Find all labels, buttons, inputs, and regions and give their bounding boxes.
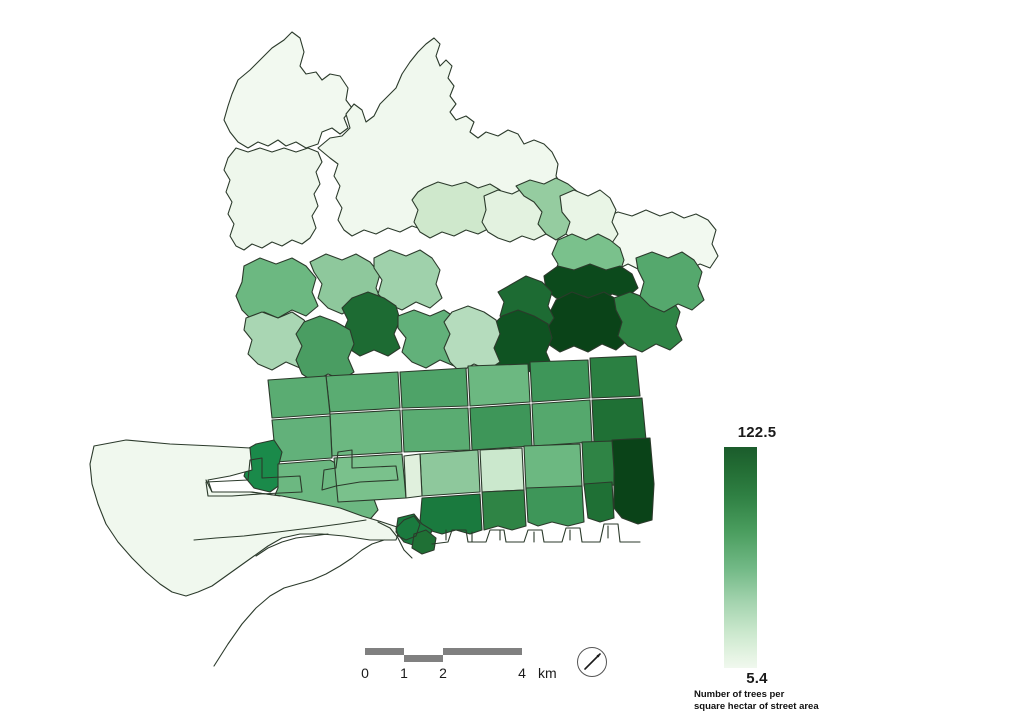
- map-region[interactable]: [529, 359, 591, 403]
- legend-caption-line-1: Number of trees per: [694, 689, 785, 700]
- scale-segment-2-4: [443, 648, 522, 655]
- scale-segment-0-1: [365, 648, 404, 655]
- breakwater-long: [213, 539, 385, 667]
- legend-color-gradient-bar[interactable]: [724, 447, 757, 668]
- map-region[interactable]: [525, 485, 585, 527]
- map-region[interactable]: [235, 257, 319, 321]
- map-region[interactable]: [531, 399, 593, 447]
- map-region[interactable]: [469, 403, 533, 451]
- legend-caption-line-2: square hectar of street area: [694, 701, 819, 712]
- map-region[interactable]: [223, 147, 323, 251]
- map-region[interactable]: [267, 375, 331, 419]
- scale-tick-label: 1: [400, 665, 408, 681]
- port-pier: [321, 449, 399, 491]
- scale-tick-label: 2: [439, 665, 447, 681]
- map-region[interactable]: [523, 443, 583, 491]
- map-region[interactable]: [401, 407, 471, 453]
- port-quay: [193, 519, 367, 541]
- map-region[interactable]: [317, 37, 565, 237]
- map-region[interactable]: [325, 371, 401, 413]
- north-arrow-icon: [577, 647, 607, 677]
- map-region[interactable]: [611, 437, 655, 525]
- map-region[interactable]: [329, 409, 403, 457]
- map-region[interactable]: [467, 363, 531, 407]
- map-region[interactable]: [479, 447, 525, 493]
- legend-caption: Number of trees per square hectar of str…: [694, 689, 874, 713]
- map-region[interactable]: [223, 31, 353, 149]
- map-region[interactable]: [419, 449, 481, 497]
- legend-min-value: 5.4: [746, 670, 768, 687]
- coastline: [205, 479, 281, 497]
- scale-segment-1-2: [404, 655, 443, 662]
- map-region[interactable]: [583, 481, 615, 523]
- map-region[interactable]: [341, 291, 401, 357]
- port-channel: [377, 521, 413, 559]
- map-region[interactable]: [403, 453, 423, 499]
- map-region[interactable]: [399, 367, 469, 409]
- map-region[interactable]: [89, 439, 401, 597]
- map-region[interactable]: [635, 251, 705, 313]
- beach-notch: [445, 525, 609, 543]
- map-region[interactable]: [373, 249, 443, 311]
- scale-tick-label: 0: [361, 665, 369, 681]
- scale-unit-label: km: [538, 665, 557, 681]
- map-region[interactable]: [559, 189, 619, 249]
- marina-outline: [395, 515, 421, 541]
- map-region[interactable]: [589, 355, 641, 399]
- scale-bar: 0 1 2 4 km: [358, 648, 557, 688]
- map-region[interactable]: [591, 397, 647, 443]
- legend-max-value: 122.5: [737, 424, 777, 441]
- map-region[interactable]: [481, 489, 527, 531]
- map-region[interactable]: [411, 529, 437, 555]
- beach-edge: [431, 523, 641, 545]
- map-region[interactable]: [333, 453, 407, 503]
- map-legend: 122.5 5.4 Number of trees per square hec…: [694, 424, 874, 714]
- map-region[interactable]: [443, 305, 501, 373]
- scale-tick-label: 4: [518, 665, 526, 681]
- port-breakwater: [255, 533, 329, 557]
- port-pier: [205, 457, 303, 497]
